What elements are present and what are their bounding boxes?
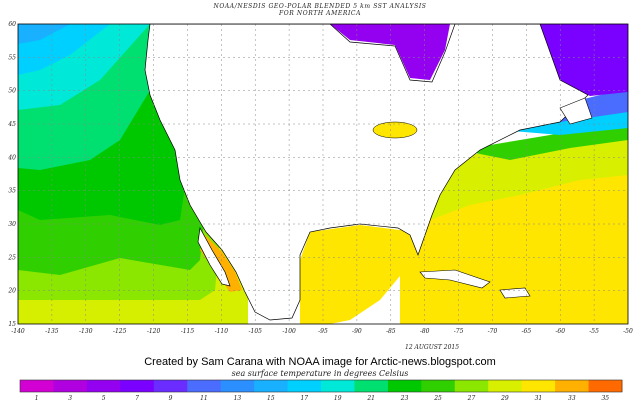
atlantic-band-violet [540,24,628,96]
colorbar-label: 21 [366,395,375,402]
baja-land [197,226,231,287]
map-grid [18,24,628,324]
lon-tick-label: -50 [623,328,633,335]
lat-tick-label: 35 [8,188,16,195]
colorbar-swatch [287,380,322,392]
lat-tick-labels: 15 20 25 30 35 40 45 50 55 60 [7,21,16,328]
map-title-line1: NOAA/NESDIS GEO-POLAR BLENDED 5 km SST A… [213,3,427,10]
hudson-bay [330,24,450,80]
lon-tick-label: -75 [454,328,464,335]
colorbar-swatch [53,380,88,392]
colorbar-swatch [153,380,188,392]
lat-tick-label: 15 [8,321,16,328]
lon-tick-label: -130 [79,328,93,335]
colorbar-label: 11 [200,395,208,402]
cuba [419,269,491,289]
temperature-colorbar: 1 3 5 7 9 11 13 15 17 19 21 23 25 27 29 31 33 35 [19,379,623,402]
lon-tick-label: -110 [215,328,229,335]
lat-tick-label: 20 [7,288,16,295]
colorbar-swatch [254,380,289,392]
colorbar-swatch [421,380,456,392]
colorbar-label: 13 [234,395,242,402]
colorbar-swatch [120,380,155,392]
colorbar-swatch [187,380,222,392]
colorbar-label: 27 [467,395,476,402]
colorbar-label: 33 [568,395,576,402]
colorbar-label: 17 [300,395,308,402]
colorbar-swatch [454,380,489,392]
map-date: 12 AUGUST 2015 [405,344,460,351]
colorbar-label: 31 [535,395,543,402]
lon-tick-label: -60 [555,328,565,335]
pacific-band-blue [18,24,70,44]
lon-tick-label: -135 [45,328,59,335]
great-lakes [372,121,418,139]
lon-tick-label: -105 [248,328,262,335]
colorbar-swatch [321,380,355,392]
lat-tick-label: 45 [7,121,16,128]
lat-tick-label: 55 [8,54,16,61]
lon-tick-label: -125 [113,328,127,335]
gulf-of-mexico [300,225,420,324]
lat-tick-label: 25 [7,254,16,261]
legend-caption: sea surface temperature in degrees Celsi… [231,369,409,378]
colorbar-label: 9 [169,395,173,402]
hispaniola [499,287,531,299]
caribbean [400,268,600,324]
colorbar-label: 3 [68,395,72,402]
map-frame [17,23,629,325]
colorbar-label: 23 [400,395,409,402]
lon-tick-label: -65 [521,328,531,335]
map-title-line2: FOR NORTH AMERICA [278,10,362,17]
lat-tick-label: 60 [8,21,16,28]
newfoundland [559,97,593,125]
lat-tick-label: 30 [8,221,16,228]
colorbar-swatch [588,380,623,392]
colorbar-label: 35 [601,395,609,402]
lat-tick-label: 50 [8,88,16,95]
lon-tick-label: -100 [282,328,296,335]
colorbar-label: 7 [135,395,139,402]
colorbar-label: 29 [500,395,509,402]
lon-tick-label: -85 [386,328,396,335]
colorbar-swatch [555,380,590,392]
colorbar-swatch [488,380,523,392]
lon-tick-label: -80 [420,328,430,335]
lon-tick-label: -120 [147,328,161,335]
colorbar-swatch [220,380,255,392]
lon-tick-labels: -140 -135 -130 -125 -120 -115 -110 -105 -100 -95 -… [11,328,633,335]
lon-tick-label: -55 [589,328,599,335]
lon-tick-label: -90 [352,328,362,335]
colorbar-label: 1 [35,395,39,402]
colorbar-label: 15 [267,395,275,402]
north-america-land [144,24,589,321]
lon-tick-label: -115 [181,328,195,335]
colorbar-frame [19,379,623,393]
colorbar-label: 19 [334,395,342,402]
lon-tick-label: -95 [318,328,328,335]
sst-map: -140 -135 -130 -125 -120 -115 -110 -105 -100 -95 -… [7,21,633,335]
colorbar-swatch [86,380,121,392]
lon-tick-label: -140 [11,328,25,335]
colorbar-swatch [354,380,389,392]
atlantic-band-green [430,135,628,220]
colorbar-label: 25 [433,395,442,402]
atlantic-band-teal [460,125,628,160]
colorbar-swatch [387,380,422,392]
lat-tick-label: 40 [7,154,16,161]
lon-tick-label: -70 [488,328,498,335]
credit-text: Created by Sam Carana with NOAA image fo… [144,356,496,368]
colorbar-label: 5 [102,395,106,402]
colorbar-swatch [521,380,556,392]
colorbar-swatch [20,380,54,392]
